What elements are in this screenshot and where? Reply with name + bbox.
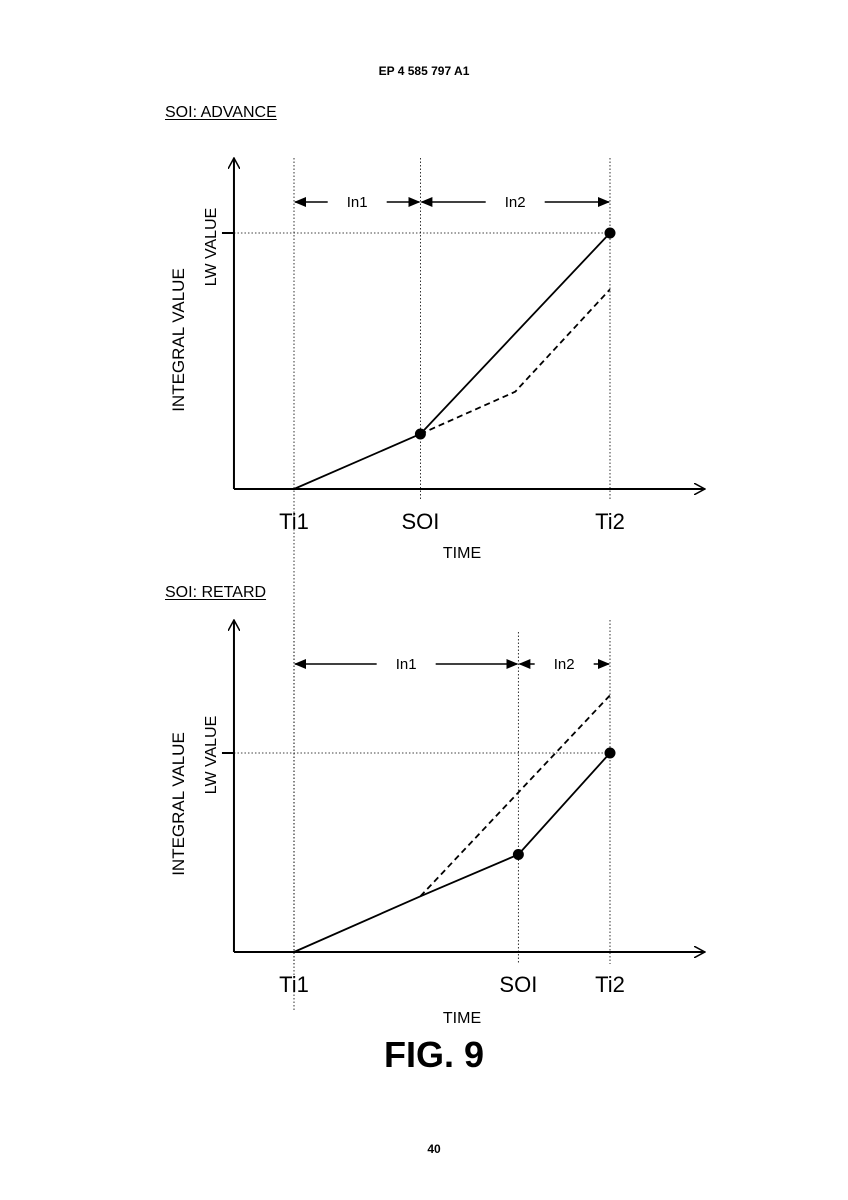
series-line-dashed xyxy=(420,288,611,435)
interval-in2: In2 xyxy=(420,194,610,211)
chart-soi-retard: Ti1 SOI Ti2 LW VALUE INTEGRAL VALUE TIME In1 In… xyxy=(169,620,705,1027)
x-tick-label-ti2: Ti2 xyxy=(595,509,625,534)
interval-in1: In1 xyxy=(294,656,519,673)
series-line-solid xyxy=(293,752,611,953)
y-axis-label: INTEGRAL VALUE xyxy=(169,268,188,412)
interval-label-in2: In2 xyxy=(554,656,575,673)
page-number: 40 xyxy=(427,1142,441,1156)
x-axis-label: TIME xyxy=(443,1010,481,1027)
y-tick-label-lw-value: LW VALUE xyxy=(203,716,220,795)
x-tick-label-ti1: Ti1 xyxy=(279,509,309,534)
y-axis-label: INTEGRAL VALUE xyxy=(169,732,188,876)
series-line-dashed xyxy=(419,694,611,897)
data-point-marker xyxy=(604,227,616,239)
x-tick-label-ti1: Ti1 xyxy=(279,972,309,997)
x-axis-label: TIME xyxy=(443,545,481,562)
x-tick-label-soi: SOI xyxy=(499,972,537,997)
interval-in2: In2 xyxy=(518,656,610,673)
document-header: EP 4 585 797 A1 xyxy=(378,64,470,78)
interval-label-in2: In2 xyxy=(505,194,526,211)
chart-soi-advance: Ti1 SOI Ti2 LW VALUE INTEGRAL VALUE TIME In1 In… xyxy=(169,158,705,1010)
x-tick-label-ti2: Ti2 xyxy=(595,972,625,997)
x-tick-label-soi: SOI xyxy=(401,509,439,534)
y-tick-label-lw-value: LW VALUE xyxy=(203,208,220,287)
interval-in1: In1 xyxy=(294,194,421,211)
chart-title-retard: SOI: RETARD xyxy=(165,584,267,601)
series-line-solid xyxy=(293,232,611,490)
data-point-marker xyxy=(414,428,426,440)
interval-label-in1: In1 xyxy=(396,656,417,673)
interval-label-in1: In1 xyxy=(347,194,368,211)
data-point-marker xyxy=(604,747,616,759)
chart-title-advance: SOI: ADVANCE xyxy=(165,104,277,121)
data-point-marker xyxy=(512,848,524,860)
figure-caption: FIG. 9 xyxy=(383,1034,485,1075)
